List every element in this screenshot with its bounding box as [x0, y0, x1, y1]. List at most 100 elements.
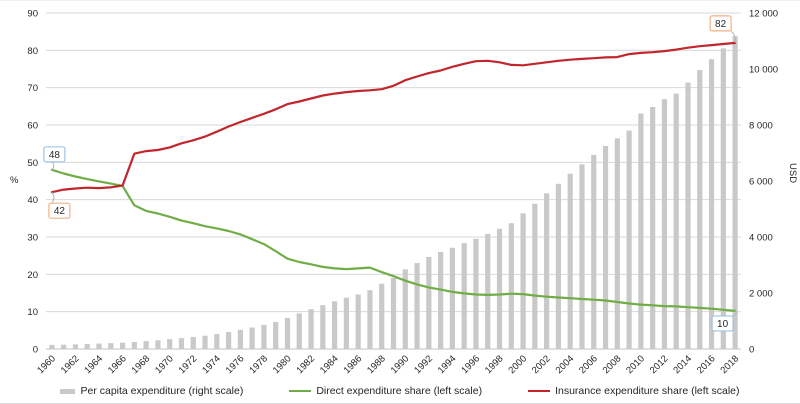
bar	[308, 309, 314, 349]
bar	[108, 343, 114, 349]
svg-text:90: 90	[27, 9, 38, 20]
bar	[579, 164, 585, 349]
legend-label-direct: Direct expenditure share (left scale)	[316, 385, 483, 397]
svg-text:80: 80	[27, 46, 38, 57]
svg-text:1968: 1968	[130, 353, 153, 376]
bar	[390, 277, 397, 349]
bar	[438, 251, 444, 349]
chart-legend: Per capita expenditure (right scale) Dir…	[0, 385, 800, 397]
svg-text:1978: 1978	[247, 353, 270, 376]
svg-text:6 000: 6 000	[749, 177, 773, 188]
svg-text:2002: 2002	[530, 353, 553, 376]
svg-text:2004: 2004	[554, 353, 577, 376]
bar	[355, 294, 361, 349]
svg-text:10 000: 10 000	[749, 65, 778, 76]
bar	[379, 283, 385, 349]
insurance-line	[50, 41, 737, 194]
bar	[343, 297, 349, 349]
svg-text:1960: 1960	[35, 353, 58, 376]
bar	[119, 342, 126, 349]
direct-line	[50, 168, 737, 312]
svg-text:1998: 1998	[483, 353, 506, 376]
svg-text:1996: 1996	[459, 353, 482, 376]
svg-text:2018: 2018	[719, 353, 742, 376]
bar	[697, 70, 703, 350]
bar	[367, 290, 373, 349]
bar	[261, 325, 267, 349]
svg-text:40: 40	[27, 195, 38, 206]
bar	[190, 336, 196, 349]
bar-swatch-icon	[60, 388, 76, 394]
legend-label-insurance: Insurance expenditure share (left scale)	[555, 385, 740, 397]
svg-text:0: 0	[749, 345, 754, 356]
green-line-swatch-icon	[289, 389, 312, 393]
svg-text:1966: 1966	[106, 353, 129, 376]
annotation-10: 10	[711, 310, 737, 332]
legend-item-insurance: Insurance expenditure share (left scale)	[528, 385, 740, 397]
bar	[650, 106, 656, 349]
svg-text:60: 60	[27, 121, 38, 132]
bar	[202, 335, 208, 349]
annotation-82: 82	[709, 15, 737, 44]
bar	[461, 243, 467, 349]
left-axis-ticks: 0 10 20 30 40 50 60 70 80 90	[27, 9, 38, 356]
bar	[591, 154, 597, 349]
svg-text:82: 82	[715, 19, 727, 30]
bar	[567, 173, 573, 349]
svg-text:1986: 1986	[342, 353, 365, 376]
bar	[638, 113, 644, 350]
bar	[225, 332, 232, 349]
bar	[167, 339, 173, 349]
bars-series	[49, 36, 738, 350]
svg-text:1980: 1980	[271, 353, 294, 376]
legend-item-direct: Direct expenditure share (left scale)	[289, 385, 482, 397]
svg-text:1974: 1974	[200, 353, 223, 376]
legend-label-per-capita: Per capita expenditure (right scale)	[80, 385, 244, 397]
gridlines	[46, 12, 741, 350]
svg-text:0: 0	[33, 345, 38, 356]
svg-text:1994: 1994	[436, 353, 459, 376]
bar	[61, 344, 67, 349]
svg-text:1962: 1962	[59, 353, 82, 376]
svg-text:12 000: 12 000	[749, 9, 778, 20]
bar	[96, 343, 102, 349]
svg-text:4 000: 4 000	[749, 233, 773, 244]
svg-text:1964: 1964	[82, 353, 105, 376]
bar	[544, 193, 550, 349]
bar	[214, 334, 220, 349]
svg-text:2006: 2006	[577, 353, 600, 376]
svg-text:10: 10	[717, 319, 729, 330]
bar	[143, 341, 149, 349]
bar	[332, 301, 338, 349]
bar	[496, 228, 503, 349]
svg-text:2 000: 2 000	[749, 289, 773, 300]
svg-text:1972: 1972	[177, 353, 200, 376]
bar	[72, 344, 79, 349]
bar	[532, 203, 538, 349]
bar	[178, 338, 185, 349]
bar	[402, 269, 408, 349]
right-axis-title: USD	[787, 163, 798, 184]
svg-text:20: 20	[27, 270, 38, 281]
bar	[155, 340, 161, 349]
bar	[485, 233, 491, 349]
svg-text:1982: 1982	[294, 353, 317, 376]
svg-text:2014: 2014	[671, 353, 694, 376]
red-line-swatch-icon	[528, 389, 551, 393]
x-axis-labels: 1960 1962 1964 1966 1968 1970 1972 1974 1976 1978…	[35, 353, 741, 376]
bar	[555, 183, 562, 349]
svg-text:50: 50	[27, 158, 38, 169]
bar	[131, 341, 137, 349]
bar	[708, 59, 715, 349]
bar	[414, 263, 420, 349]
chart-canvas: 0 10 20 30 40 50 60 70 80 90 0 2 000 4 000 6 000 8 000…	[27, 9, 778, 377]
annotation-48: 48	[43, 146, 66, 171]
bar	[732, 36, 738, 350]
bar	[49, 344, 55, 349]
svg-text:1984: 1984	[318, 353, 341, 376]
bar	[449, 247, 455, 349]
svg-text:1988: 1988	[365, 353, 388, 376]
bar	[685, 82, 691, 349]
bar	[614, 138, 620, 349]
